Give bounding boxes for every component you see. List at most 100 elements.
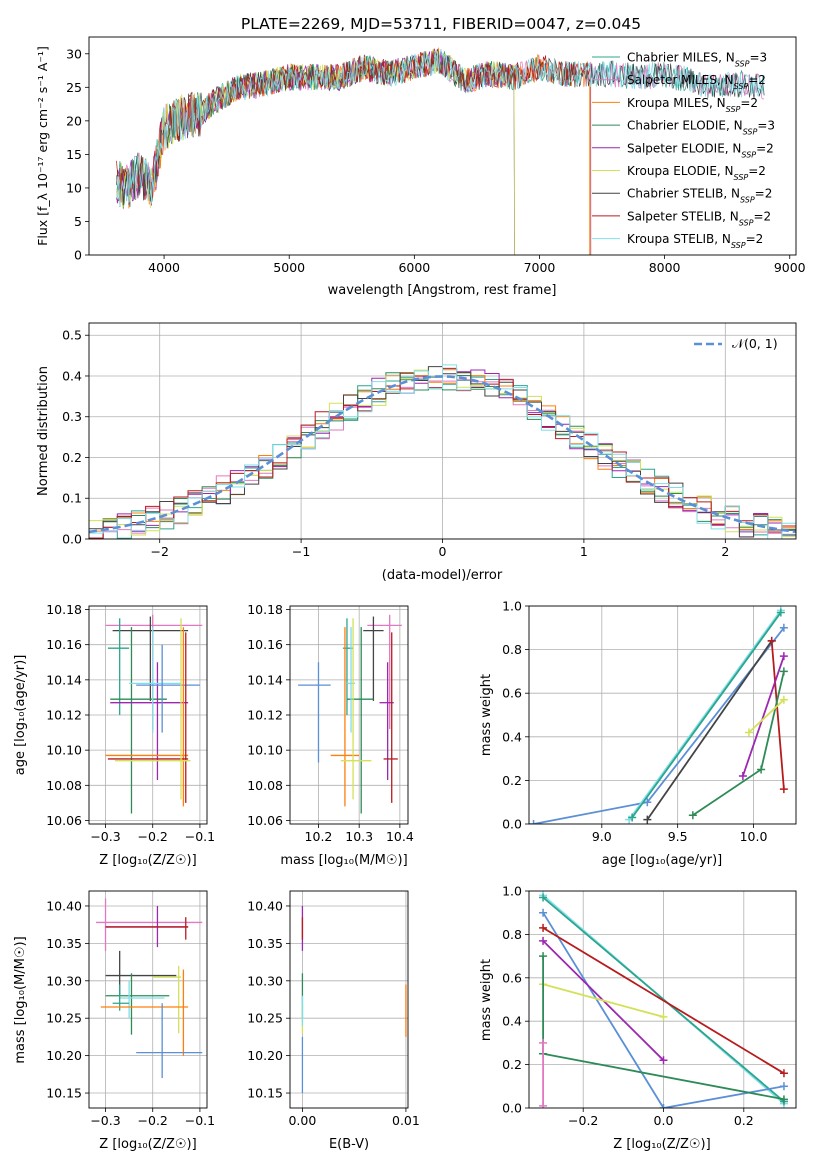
plot-area — [89, 323, 796, 539]
x-axis-label: age [log₁₀(age/yr)] — [602, 853, 723, 868]
y-axis-label: mass weight — [479, 959, 494, 1041]
legend-label: Chabrier ELODIE, NSSP=3 — [627, 119, 775, 137]
weight-marker — [659, 1012, 668, 1021]
legend-label: 𝒩(0, 1) — [732, 336, 778, 351]
x-tick-label: 5000 — [273, 260, 305, 275]
plot-area — [116, 47, 765, 255]
x-tick-label: 0.0 — [654, 1113, 674, 1128]
axes-frame — [528, 605, 797, 825]
y-tick-label: 1.0 — [502, 599, 522, 614]
weight-marker — [643, 798, 652, 807]
legend-label: Kroupa ELODIE, NSSP=2 — [627, 164, 766, 182]
spectrum-line — [116, 49, 765, 207]
x-tick-label: 0.01 — [392, 1113, 420, 1128]
x-tick-label: −0.1 — [185, 829, 215, 844]
y-tick-label: 10.18 — [247, 602, 283, 617]
weight-marker — [757, 765, 766, 774]
weight-line — [542, 896, 785, 1103]
x-tick-label: 8000 — [649, 260, 681, 275]
y-tick-label: 0.4 — [502, 1014, 522, 1029]
y-tick-label: 0.0 — [62, 532, 82, 547]
x-tick-label: 9000 — [774, 260, 806, 275]
y-tick-label: 10.16 — [247, 637, 283, 652]
y-tick-label: 15 — [66, 147, 82, 162]
x-tick-label: −0.2 — [138, 1113, 168, 1128]
y-tick-label: 0.4 — [502, 729, 522, 744]
y-tick-label: 0.3 — [62, 409, 82, 424]
y-tick-label: 0.2 — [502, 773, 522, 788]
weight-marker — [659, 1104, 668, 1108]
y-tick-label: 10.35 — [247, 936, 283, 951]
x-axis-label: Z [log₁₀(Z/Z☉)] — [99, 1137, 196, 1152]
weight-marker — [628, 813, 637, 822]
weight-line — [631, 611, 782, 819]
y-tick-label: 1.0 — [502, 884, 522, 899]
x-tick-label: 9.0 — [592, 829, 612, 844]
weight-line — [542, 927, 785, 1075]
y-tick-label: 10.15 — [247, 1086, 283, 1101]
weight-marker — [529, 820, 538, 824]
weight-marker — [779, 623, 788, 632]
x-tick-label: 6000 — [398, 260, 430, 275]
y-tick-label: 0.5 — [62, 328, 82, 343]
axes-frame — [528, 890, 797, 1109]
y-tick-label: 10.12 — [46, 708, 82, 723]
weight-marker — [539, 1038, 548, 1047]
x-axis-label: Z [log₁₀(Z/Z☉)] — [99, 853, 196, 868]
y-tick-label: 0.6 — [502, 686, 522, 701]
plot-area — [529, 606, 796, 824]
weight-marker — [779, 1069, 788, 1078]
weight-marker — [643, 815, 652, 824]
x-tick-label: 10.3 — [345, 829, 373, 844]
weight-marker — [539, 923, 548, 932]
y-tick-label: 10.12 — [247, 708, 283, 723]
axes-frame — [88, 36, 797, 256]
y-tick-label: 10.08 — [46, 778, 82, 793]
plot-area — [89, 606, 207, 824]
y-tick-label: 20 — [66, 113, 82, 128]
y-axis-label: age [log₁₀(age/yr)] — [13, 655, 28, 776]
weight-marker — [539, 952, 548, 961]
y-tick-label: 10.30 — [46, 973, 82, 988]
y-tick-label: 10.16 — [46, 637, 82, 652]
weight-line — [542, 983, 664, 1018]
x-tick-label: −0.2 — [138, 829, 168, 844]
figure-title: PLATE=2269, MJD=53711, FIBERID=0047, z=0… — [241, 15, 641, 33]
spectrum-line — [116, 49, 515, 255]
legend-label: Salpeter ELODIE, NSSP=2 — [627, 141, 774, 159]
axes-frame — [289, 890, 409, 1109]
legend-label: Chabrier STELIB, NSSP=2 — [627, 187, 772, 205]
panel-weight_vs_Z: −0.2 0.0 0.2 0.0 0.2 0.4 0.6 0.8 1.0 Z [log₁₀(Z/Z… — [479, 884, 797, 1152]
y-tick-label: 25 — [66, 80, 82, 95]
y-tick-label: 10.14 — [46, 672, 82, 687]
axes-frame — [88, 605, 208, 825]
x-tick-label: −0.3 — [90, 1113, 120, 1128]
y-tick-label: 10.35 — [46, 936, 82, 951]
x-tick-label: 0.00 — [288, 1113, 316, 1128]
plot-area — [290, 891, 408, 1108]
x-tick-label: −0.1 — [185, 1113, 215, 1128]
axes-frame — [88, 890, 208, 1109]
y-tick-label: 5 — [74, 214, 82, 229]
weight-line — [770, 640, 785, 790]
y-tick-label: 10.25 — [46, 1011, 82, 1026]
weight-marker — [779, 652, 788, 661]
x-tick-label: 7000 — [524, 260, 556, 275]
panel-spectrum: 4000 5000 6000 7000 8000 9000 0 5 10 15 20 25 30 Chab… — [35, 36, 806, 298]
axes-frame — [88, 322, 797, 540]
y-axis-label: Flux [f_λ 10⁻¹⁷ erg cm⁻² s⁻¹ A⁻¹] — [35, 46, 50, 246]
legend-label: Salpeter MILES, NSSP=2 — [627, 73, 766, 91]
weight-marker — [779, 1095, 788, 1104]
y-tick-label: 0.2 — [502, 1057, 522, 1072]
weight-marker — [738, 772, 747, 781]
x-axis-label: Z [log₁₀(Z/Z☉)] — [613, 1137, 710, 1152]
y-tick-label: 0.2 — [62, 450, 82, 465]
y-axis-label: mass [log₁₀(M/M☉)] — [13, 936, 28, 1063]
panel-mass_vs_ebv: 0.00 0.01 10.15 10.20 10.25 10.30 10.35 10.40 E(… — [247, 890, 420, 1152]
weight-marker — [539, 908, 548, 917]
legend-label: Kroupa STELIB, NSSP=2 — [627, 232, 763, 250]
panel-age_vs_mass: 10.2 10.3 10.4 10.06 10.08 10.10 10.12 10.14 10.… — [247, 602, 414, 868]
weight-line — [628, 609, 782, 821]
weight-marker — [688, 811, 697, 820]
y-tick-label: 0.8 — [502, 642, 522, 657]
